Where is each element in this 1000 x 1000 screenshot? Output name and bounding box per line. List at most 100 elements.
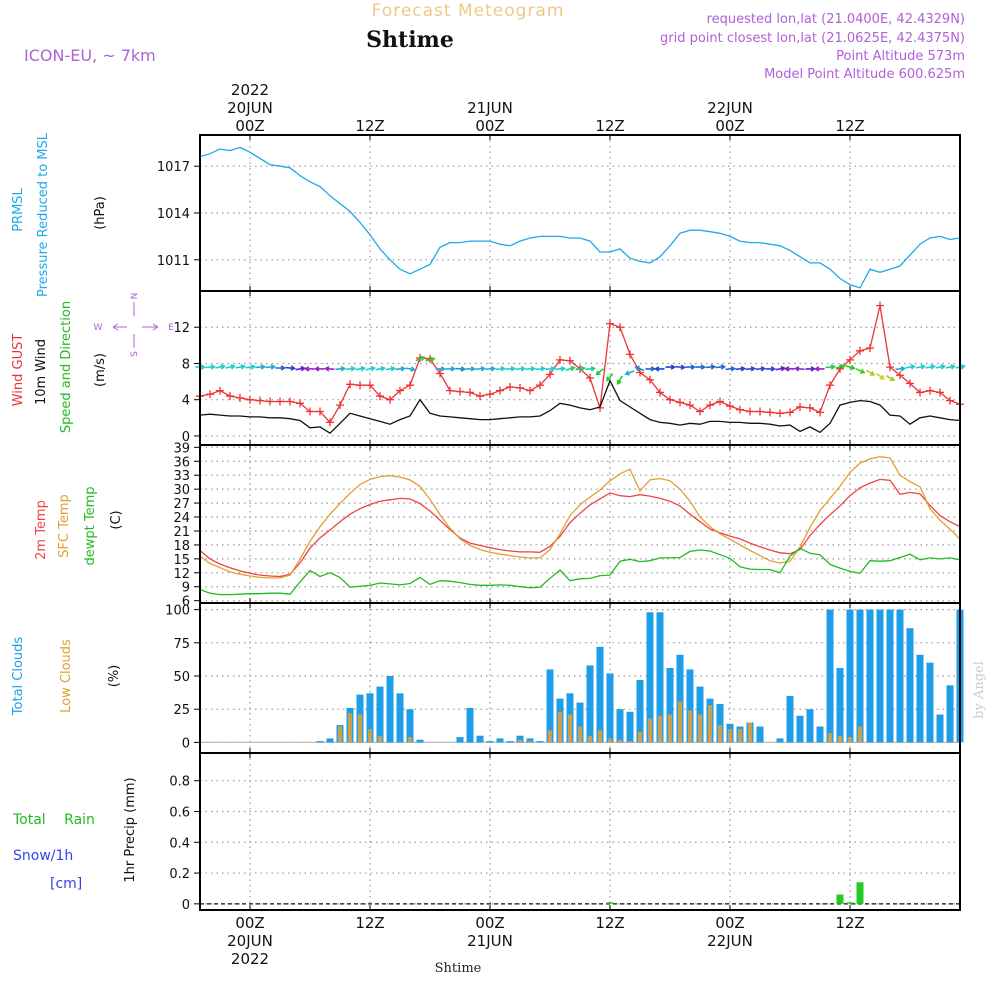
wind-direction-arrow [945, 364, 956, 370]
clouds-bar [406, 709, 414, 743]
clouds-bar [676, 654, 684, 743]
wind-direction-arrow [793, 365, 805, 372]
precip-bar [856, 882, 864, 904]
clouds-bar [376, 686, 384, 743]
ytick-label: 39 [173, 441, 190, 456]
clouds-bar [816, 726, 824, 743]
clouds-bar [826, 609, 834, 743]
gust-marker [206, 390, 214, 399]
clouds-bar [677, 701, 683, 743]
gust-marker [366, 381, 374, 390]
gust-marker [816, 408, 824, 417]
wind-direction-arrow [545, 365, 557, 372]
panel-clouds: 0 25 50 75 100 [165, 602, 964, 754]
gust-marker [946, 396, 954, 405]
wind-direction-arrow [235, 364, 246, 370]
wind-direction-arrow [495, 365, 507, 372]
gust-marker [506, 383, 514, 392]
wind-direction-arrow [895, 365, 907, 372]
clouds-bar [626, 711, 634, 743]
wind-direction-arrow [925, 364, 936, 370]
footer-location: Shtime [435, 961, 482, 976]
clouds-bar [526, 738, 534, 743]
ytick-label: 0 [182, 736, 190, 751]
wind-direction-arrow [885, 375, 896, 382]
wind-direction-arrow [435, 366, 447, 372]
ytick-label: 6 [182, 595, 190, 610]
ytick-label: 0.4 [169, 836, 190, 851]
gust-marker [666, 395, 674, 404]
wind-direction-arrow [335, 365, 347, 372]
gust-marker [256, 396, 264, 405]
clouds-bar [636, 680, 644, 743]
bottom-time-label: 00Z [715, 914, 744, 932]
wind-direction-arrow [725, 365, 737, 372]
dewpt-label: dewpt Temp [83, 486, 98, 565]
clouds-bar [377, 735, 383, 743]
clouds-bar [796, 715, 804, 743]
wind-direction-arrow [775, 365, 786, 372]
clouds-bar [326, 738, 334, 743]
gust-marker [496, 386, 504, 395]
clouds-bar [407, 737, 413, 743]
ytick-label: 50 [173, 670, 190, 685]
model-altitude: Model Point Altitude 600.625m [764, 67, 965, 82]
clouds-bar [627, 741, 633, 743]
snow-unit: [cm] [50, 876, 82, 892]
gust-marker [906, 379, 914, 388]
clouds-bar [916, 654, 924, 743]
wind-direction-arrow [805, 366, 817, 372]
wind-direction-arrow [665, 364, 677, 370]
clouds-bar [906, 628, 914, 743]
point-altitude: Point Altitude 573m [836, 49, 965, 64]
wind-direction-arrow [715, 364, 727, 370]
gust-marker [336, 401, 344, 410]
gust-marker [776, 409, 784, 418]
ytick-label: 0 [182, 430, 190, 445]
clouds-bar [416, 739, 424, 743]
wind-direction-arrow [745, 365, 757, 372]
ytick-label: 12 [173, 567, 190, 582]
clouds-bar [557, 711, 563, 743]
compass-e: E [168, 323, 174, 333]
clouds-bar [786, 695, 794, 743]
sfc-temp-label: SFC Temp [57, 494, 72, 558]
wind-direction-arrow [303, 366, 315, 372]
clouds-bar [837, 735, 843, 743]
top-time-label: 2022 [231, 81, 269, 99]
gust-marker [346, 380, 354, 389]
clouds-bar [577, 726, 583, 743]
gust-marker [746, 407, 754, 416]
temp-label: 2m Temp [34, 500, 49, 560]
clouds-bar [547, 730, 553, 743]
clouds-bar [617, 739, 623, 743]
ytick-label: 75 [173, 637, 190, 652]
gust-marker [266, 397, 274, 406]
gust-marker [356, 381, 364, 390]
clouds-bar [357, 714, 363, 743]
ytick-label: 1014 [157, 207, 190, 222]
top-time-label: 20JUN [227, 99, 273, 117]
clouds-bar [666, 668, 674, 743]
gust-marker [566, 356, 574, 365]
ytick-label: 4 [182, 394, 190, 409]
wind-direction-arrow [405, 366, 416, 372]
clouds-bar [806, 709, 814, 743]
wind-direction-arrow [905, 364, 916, 370]
compass-rose: N S W E [94, 293, 175, 357]
wind-direction-arrow [275, 365, 287, 371]
pressure-label-2: Pressure Reduced to MSL [36, 132, 51, 297]
clouds-unit: (%) [107, 665, 122, 688]
bottom-time-label: 2022 [231, 950, 269, 968]
wind-direction-arrow [535, 365, 547, 372]
bottom-time-label: 00Z [475, 914, 504, 932]
wind-direction-arrow [295, 365, 306, 372]
temperature-series-2 [199, 547, 961, 596]
clouds-bar [657, 715, 663, 743]
pressure-series-0 [199, 146, 961, 289]
clouds-bar [946, 685, 954, 743]
location-title: Shtime [366, 27, 454, 53]
clouds-bar [576, 702, 584, 743]
gust-marker [516, 383, 524, 392]
wind-label: 10m Wind [34, 339, 49, 405]
